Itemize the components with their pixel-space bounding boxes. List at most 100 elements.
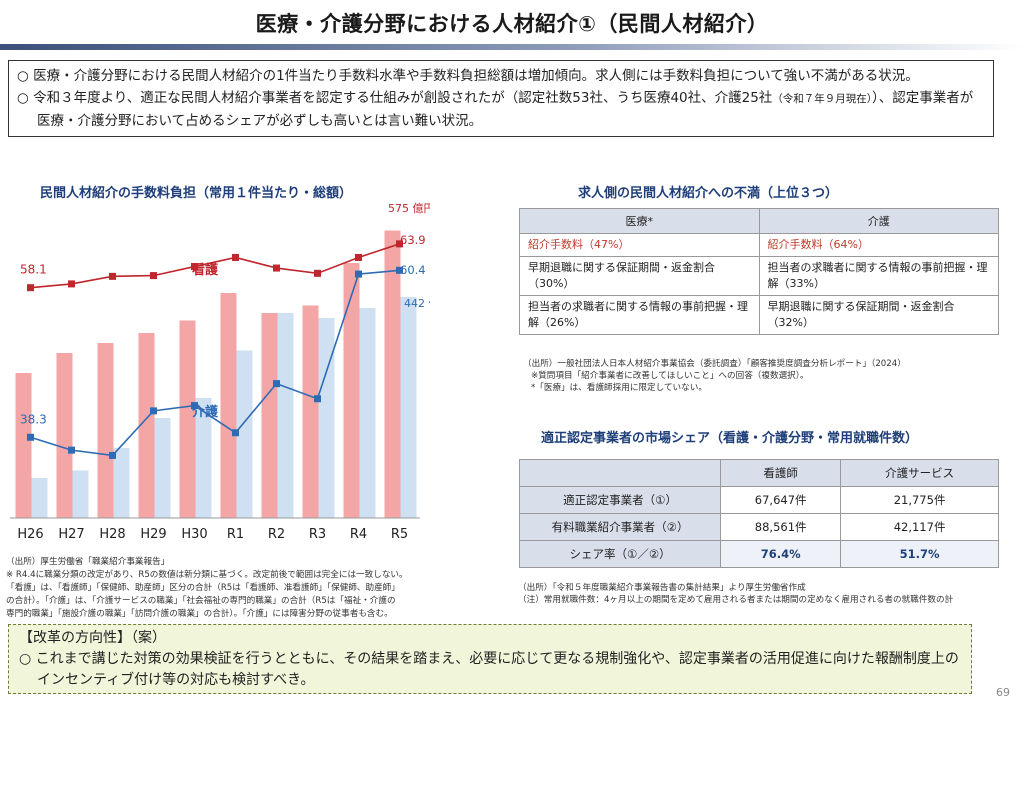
- table-row: 適正認定事業者（①） 67,647件 21,775件: [518, 486, 999, 514]
- reform-body: ○ これまで講じた対策の効果検証を行うとともに、その結果を踏まえ、必要に応じて更…: [19, 651, 959, 688]
- cell-paid-nurse: 88,561件: [720, 513, 842, 541]
- nurse-fee-point: [355, 253, 362, 261]
- care-fee-point: [27, 433, 34, 441]
- page-number: 69: [996, 686, 1010, 699]
- care-fee-point: [68, 446, 75, 454]
- chart-source-line: 「看護」は、「看護師」「保健師、助産師」区分の合計（R5は「看護師、准看護師」「…: [6, 583, 400, 593]
- col-header-nurse: 看護師: [720, 459, 842, 487]
- row-header-share: シェア率（①／②）: [518, 540, 722, 568]
- table-row: 早期退職に関する保証期間・返金割合（30%） 担当者の求職者に関する情報の事前把…: [519, 256, 999, 296]
- cell-care-3: 早期退職に関する保証期間・返金割合（32%）: [758, 295, 999, 335]
- care-fee-point: [396, 266, 403, 274]
- row-header-paid: 有料職業紹介事業者（②）: [518, 513, 722, 541]
- cell-share-care: 51.7%: [840, 540, 999, 568]
- summary-bullet-2-note: （令和７年９月現在）: [772, 93, 873, 105]
- care-start-label: 38.3: [20, 412, 47, 426]
- nurse-total-bar: [179, 320, 196, 518]
- cell-certified-care: 21,775件: [840, 486, 999, 514]
- nurse-total-bar: [343, 263, 360, 518]
- nurse-line-name: 看護: [192, 262, 219, 278]
- x-tick-label: H28: [99, 527, 125, 542]
- cell-paid-care: 42,117件: [840, 513, 999, 541]
- care-total-bar: [277, 313, 294, 518]
- chart-source-line: （出所）厚生労働省「職業紹介事業報告」: [6, 557, 170, 567]
- cell-medical-3: 担当者の求職者に関する情報の事前把握・理解（26%）: [519, 295, 760, 335]
- cell-medical-2: 早期退職に関する保証期間・返金割合（30%）: [519, 256, 760, 296]
- table-header-row: 看護師 介護サービス: [518, 459, 999, 487]
- cell-care-2: 担当者の求職者に関する情報の事前把握・理解（33%）: [758, 256, 999, 296]
- x-tick-label: R2: [268, 527, 285, 542]
- care-fee-point: [355, 270, 362, 278]
- care-total-bar: [154, 418, 171, 518]
- cell-certified-nurse: 67,647件: [720, 486, 842, 514]
- x-tick-label: H30: [181, 527, 207, 542]
- nurse-fee-line: [30, 243, 400, 289]
- nurse-total-bar: [97, 343, 114, 518]
- col-header-medical: 医療*: [519, 208, 760, 234]
- care-fee-point: [150, 407, 157, 415]
- cell-care-1: 紹介手数料（64%）: [758, 233, 999, 257]
- x-tick-label: R1: [227, 527, 244, 542]
- chart-source-notes: （出所）厚生労働省「職業紹介事業報告」 ※ R4.4に職業分類の改定があり、R5…: [6, 556, 476, 621]
- care-line-name: 介護: [191, 404, 219, 420]
- row-header-certified: 適正認定事業者（①）: [518, 486, 722, 514]
- cell-share-nurse: 76.4%: [720, 540, 842, 568]
- complaints-title: 求人側の民間人材紹介への不満（上位３つ）: [578, 186, 839, 201]
- care-total-bar: [359, 308, 376, 518]
- care-fee-point: [191, 402, 198, 410]
- nurse-total-bar: [261, 313, 278, 518]
- nurse-fee-point: [68, 280, 75, 288]
- summary-bullet-1: ○ 医療・介護分野における民間人材紹介の1件当たり手数料水準や手数料負担総額は増…: [17, 68, 919, 84]
- nurse-fee-point: [314, 269, 321, 277]
- nurse-total-bar: [15, 373, 32, 518]
- nurse-total-bar: [220, 293, 237, 518]
- care-unit-label: 60.4 万円（/件）: [400, 263, 430, 277]
- nurse-start-label: 58.1: [20, 263, 47, 277]
- table-row: シェア率（①／②） 76.4% 51.7%: [518, 540, 999, 568]
- share-source-line: （出所）「令和５年度職業紹介事業報告書の集計結果」より厚生労働省作成: [518, 583, 806, 593]
- care-total-label: 442 億円（総額）: [404, 296, 430, 310]
- table-row: 紹介手数料（47%） 紹介手数料（64%）: [519, 233, 999, 257]
- nurse-fee-point: [273, 264, 280, 272]
- page-title: 医療・介護分野における人材紹介①（民間人材紹介）: [255, 12, 769, 36]
- nurse-total-bar: [384, 230, 401, 518]
- nurse-total-bar: [56, 353, 73, 518]
- care-total-bar: [31, 478, 48, 518]
- cell-medical-1: 紹介手数料（47%）: [519, 233, 760, 257]
- x-tick-label: H27: [58, 527, 84, 542]
- nurse-fee-point: [109, 272, 116, 280]
- care-total-bar: [318, 318, 335, 518]
- table-row: 担当者の求職者に関する情報の事前把握・理解（26%） 早期退職に関する保証期間・…: [519, 295, 999, 335]
- col-header-blank: [518, 459, 722, 487]
- care-total-bar: [113, 448, 130, 518]
- care-total-bar: [400, 297, 417, 518]
- complaints-table: 医療* 介護 紹介手数料（47%） 紹介手数料（64%） 早期退職に関する保証期…: [519, 208, 999, 335]
- x-tick-label: H29: [140, 527, 166, 542]
- x-tick-label: R5: [391, 527, 408, 542]
- care-total-bar: [195, 398, 212, 518]
- col-header-care: 介護: [758, 208, 999, 234]
- care-fee-point: [109, 451, 116, 459]
- care-fee-point: [232, 429, 239, 437]
- care-total-bar: [72, 470, 89, 518]
- reform-heading: 【改革の方向性】（案）: [19, 630, 166, 646]
- care-fee-point: [314, 395, 321, 403]
- x-tick-label: H26: [17, 527, 43, 542]
- nurse-fee-point: [191, 263, 198, 271]
- x-tick-label: R3: [309, 527, 326, 542]
- col-header-care-service: 介護サービス: [840, 459, 999, 487]
- complaints-source: （出所）一般社団法人日本人材紹介事業協会（委託調査）「顧客推奨度調査分析レポート…: [523, 358, 906, 394]
- title-underline: [0, 44, 1024, 50]
- reform-direction-box: 【改革の方向性】（案） ○ これまで講じた対策の効果検証を行うとともに、その結果…: [8, 624, 972, 694]
- nurse-total-bar: [138, 333, 155, 518]
- nurse-fee-point: [27, 284, 34, 292]
- care-total-bar: [236, 350, 253, 518]
- summary-bullet-2: ○ 令和３年度より、適正な民間人材紹介事業者を認定する仕組みが創設されたが（認定…: [17, 87, 985, 132]
- summary-box: ○ 医療・介護分野における民間人材紹介の1件当たり手数料水準や手数料負担総額は増…: [8, 60, 994, 137]
- nurse-fee-point: [396, 240, 403, 248]
- complaints-source-line: （出所）一般社団法人日本人材紹介事業協会（委託調査）「顧客推奨度調査分析レポート…: [523, 359, 906, 369]
- care-fee-line: [30, 269, 400, 457]
- nurse-total-bar: [302, 305, 319, 518]
- share-table: 看護師 介護サービス 適正認定事業者（①） 67,647件 21,775件 有料…: [518, 459, 999, 568]
